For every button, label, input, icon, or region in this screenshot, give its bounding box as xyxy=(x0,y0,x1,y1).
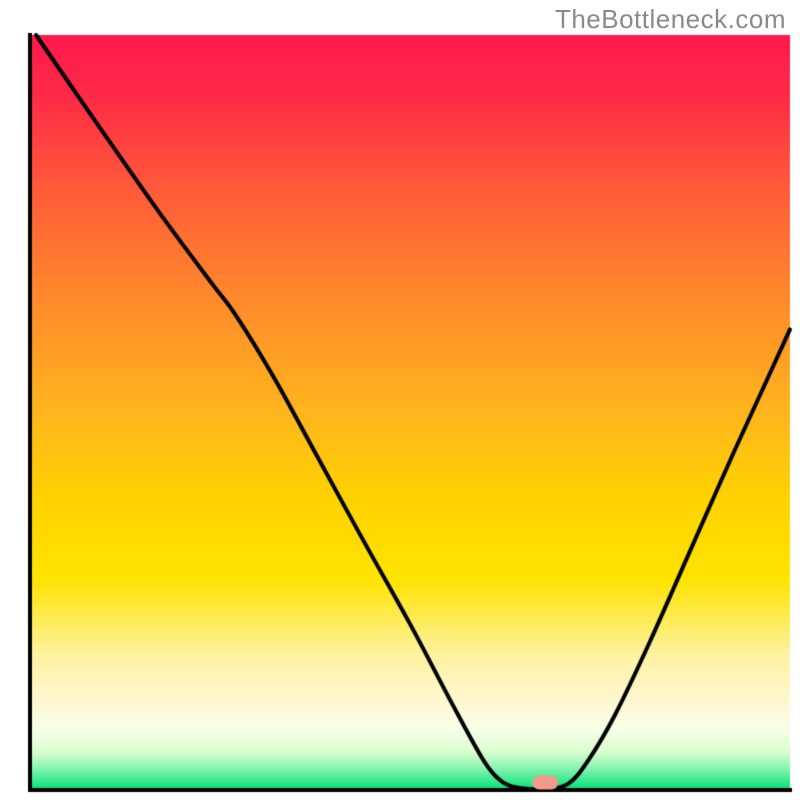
chart-frame: TheBottleneck.com xyxy=(0,0,800,800)
bottleneck-chart xyxy=(0,0,800,800)
